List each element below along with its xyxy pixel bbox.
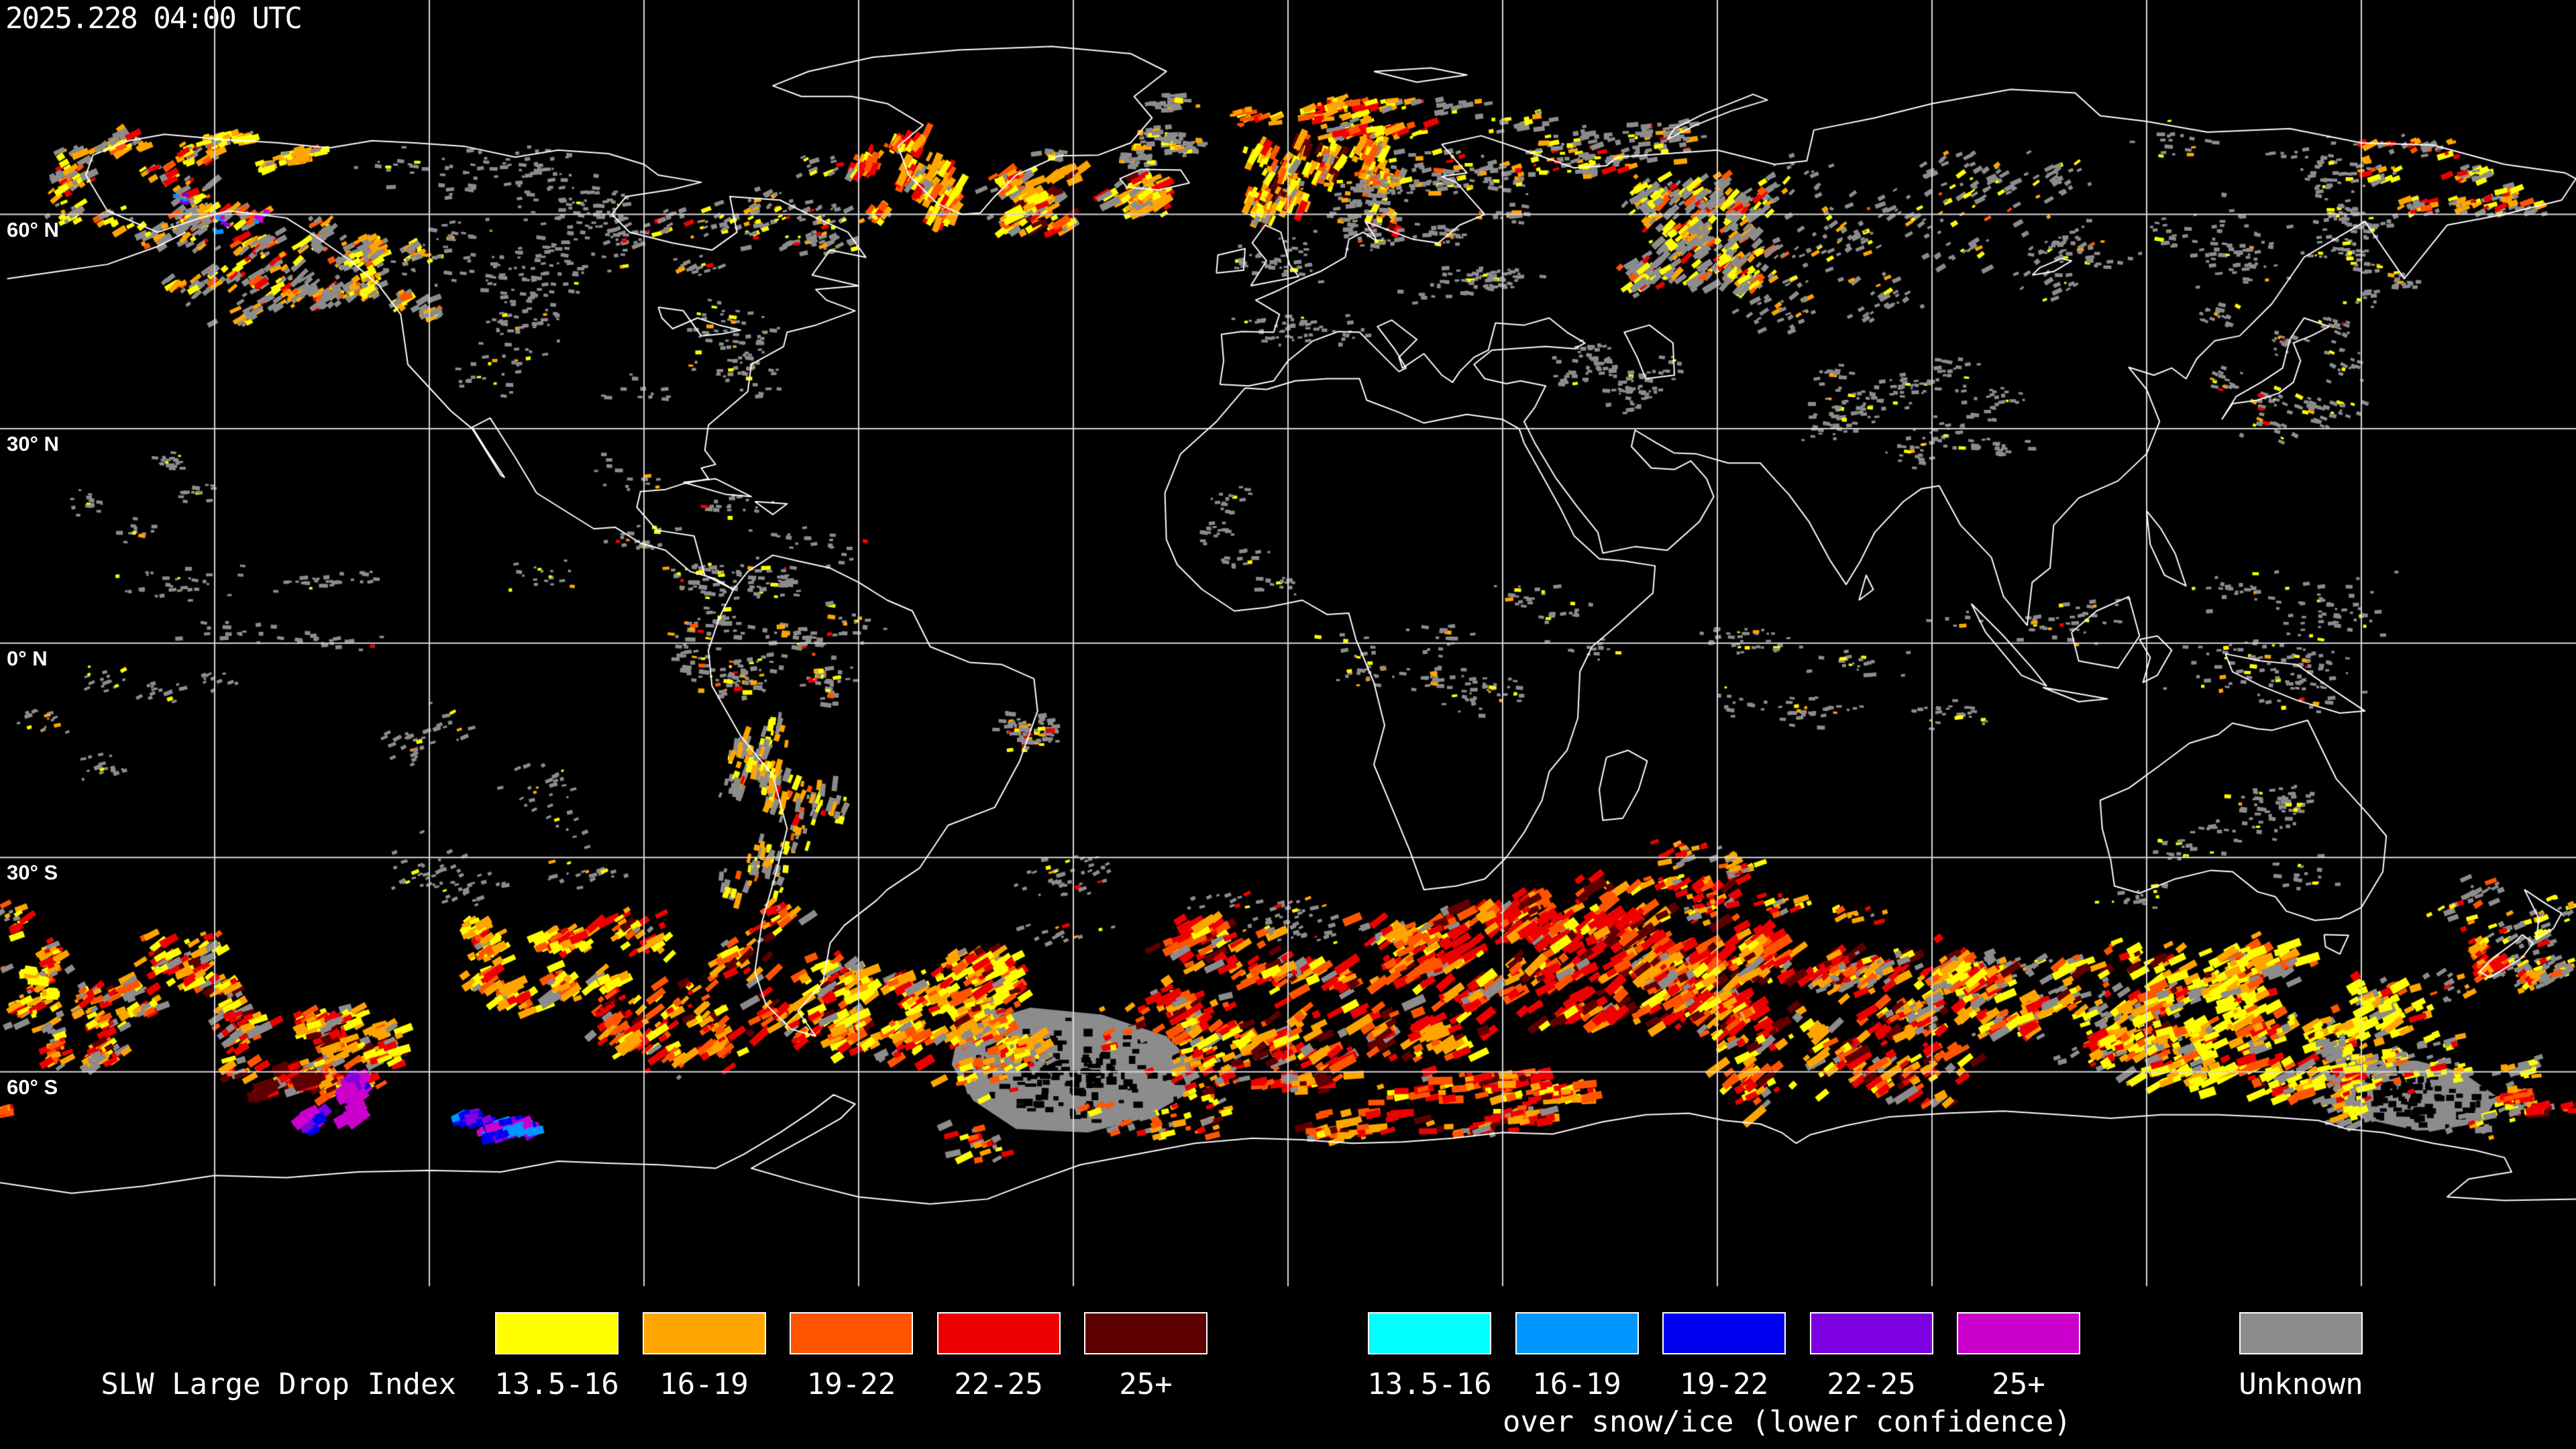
legend-bin-0-swatch [495,1312,619,1354]
lat-label-60: 60° N [7,217,59,241]
legend-bin-3-label: 22-25 [954,1367,1043,1401]
lat-label--30: 30° S [7,861,58,885]
legend-snow-bin-2-swatch [1662,1312,1786,1354]
legend-bin-1-swatch [642,1312,766,1354]
legend-snow-bin-3-swatch [1809,1312,1933,1354]
legend-snow-bin-1-swatch [1515,1312,1639,1354]
legend-snow-bin-4-label: 25+ [1992,1367,2045,1401]
legend-snow-bin-1-label: 16-19 [1532,1367,1621,1401]
timestamp: 2025.228 04:00 UTC [5,1,303,36]
lat-label--60: 60° S [7,1075,58,1099]
legend-snow-caption: over snow/ice (lower confidence) [1503,1405,2072,1439]
legend-bin-4-label: 25+ [1119,1367,1173,1401]
legend-bin-2-swatch [790,1312,913,1354]
legend-bin-2-label: 19-22 [806,1367,896,1401]
legend-snow-bin-4-swatch [1957,1312,2080,1354]
lat-label-30: 30° N [7,432,59,456]
legend-snow-bin-2-label: 19-22 [1679,1367,1769,1401]
legend-unknown-swatch [2239,1312,2363,1354]
legend-snow-bin-0-swatch [1368,1312,1491,1354]
legend-bin-1-label: 16-19 [659,1367,749,1401]
lat-label-0: 0° N [7,646,48,670]
legend-title: SLW Large Drop Index [101,1367,456,1401]
legend-bin-0-label: 13.5-16 [494,1367,619,1401]
legend-bin-3-swatch [936,1312,1061,1354]
legend-snow-bin-3-label: 22-25 [1827,1367,1916,1401]
legend-bin-4-swatch [1084,1312,1208,1354]
legend-unknown-label: Unknown [2239,1367,2363,1401]
legend-snow-bin-0-label: 13.5-16 [1367,1367,1492,1401]
